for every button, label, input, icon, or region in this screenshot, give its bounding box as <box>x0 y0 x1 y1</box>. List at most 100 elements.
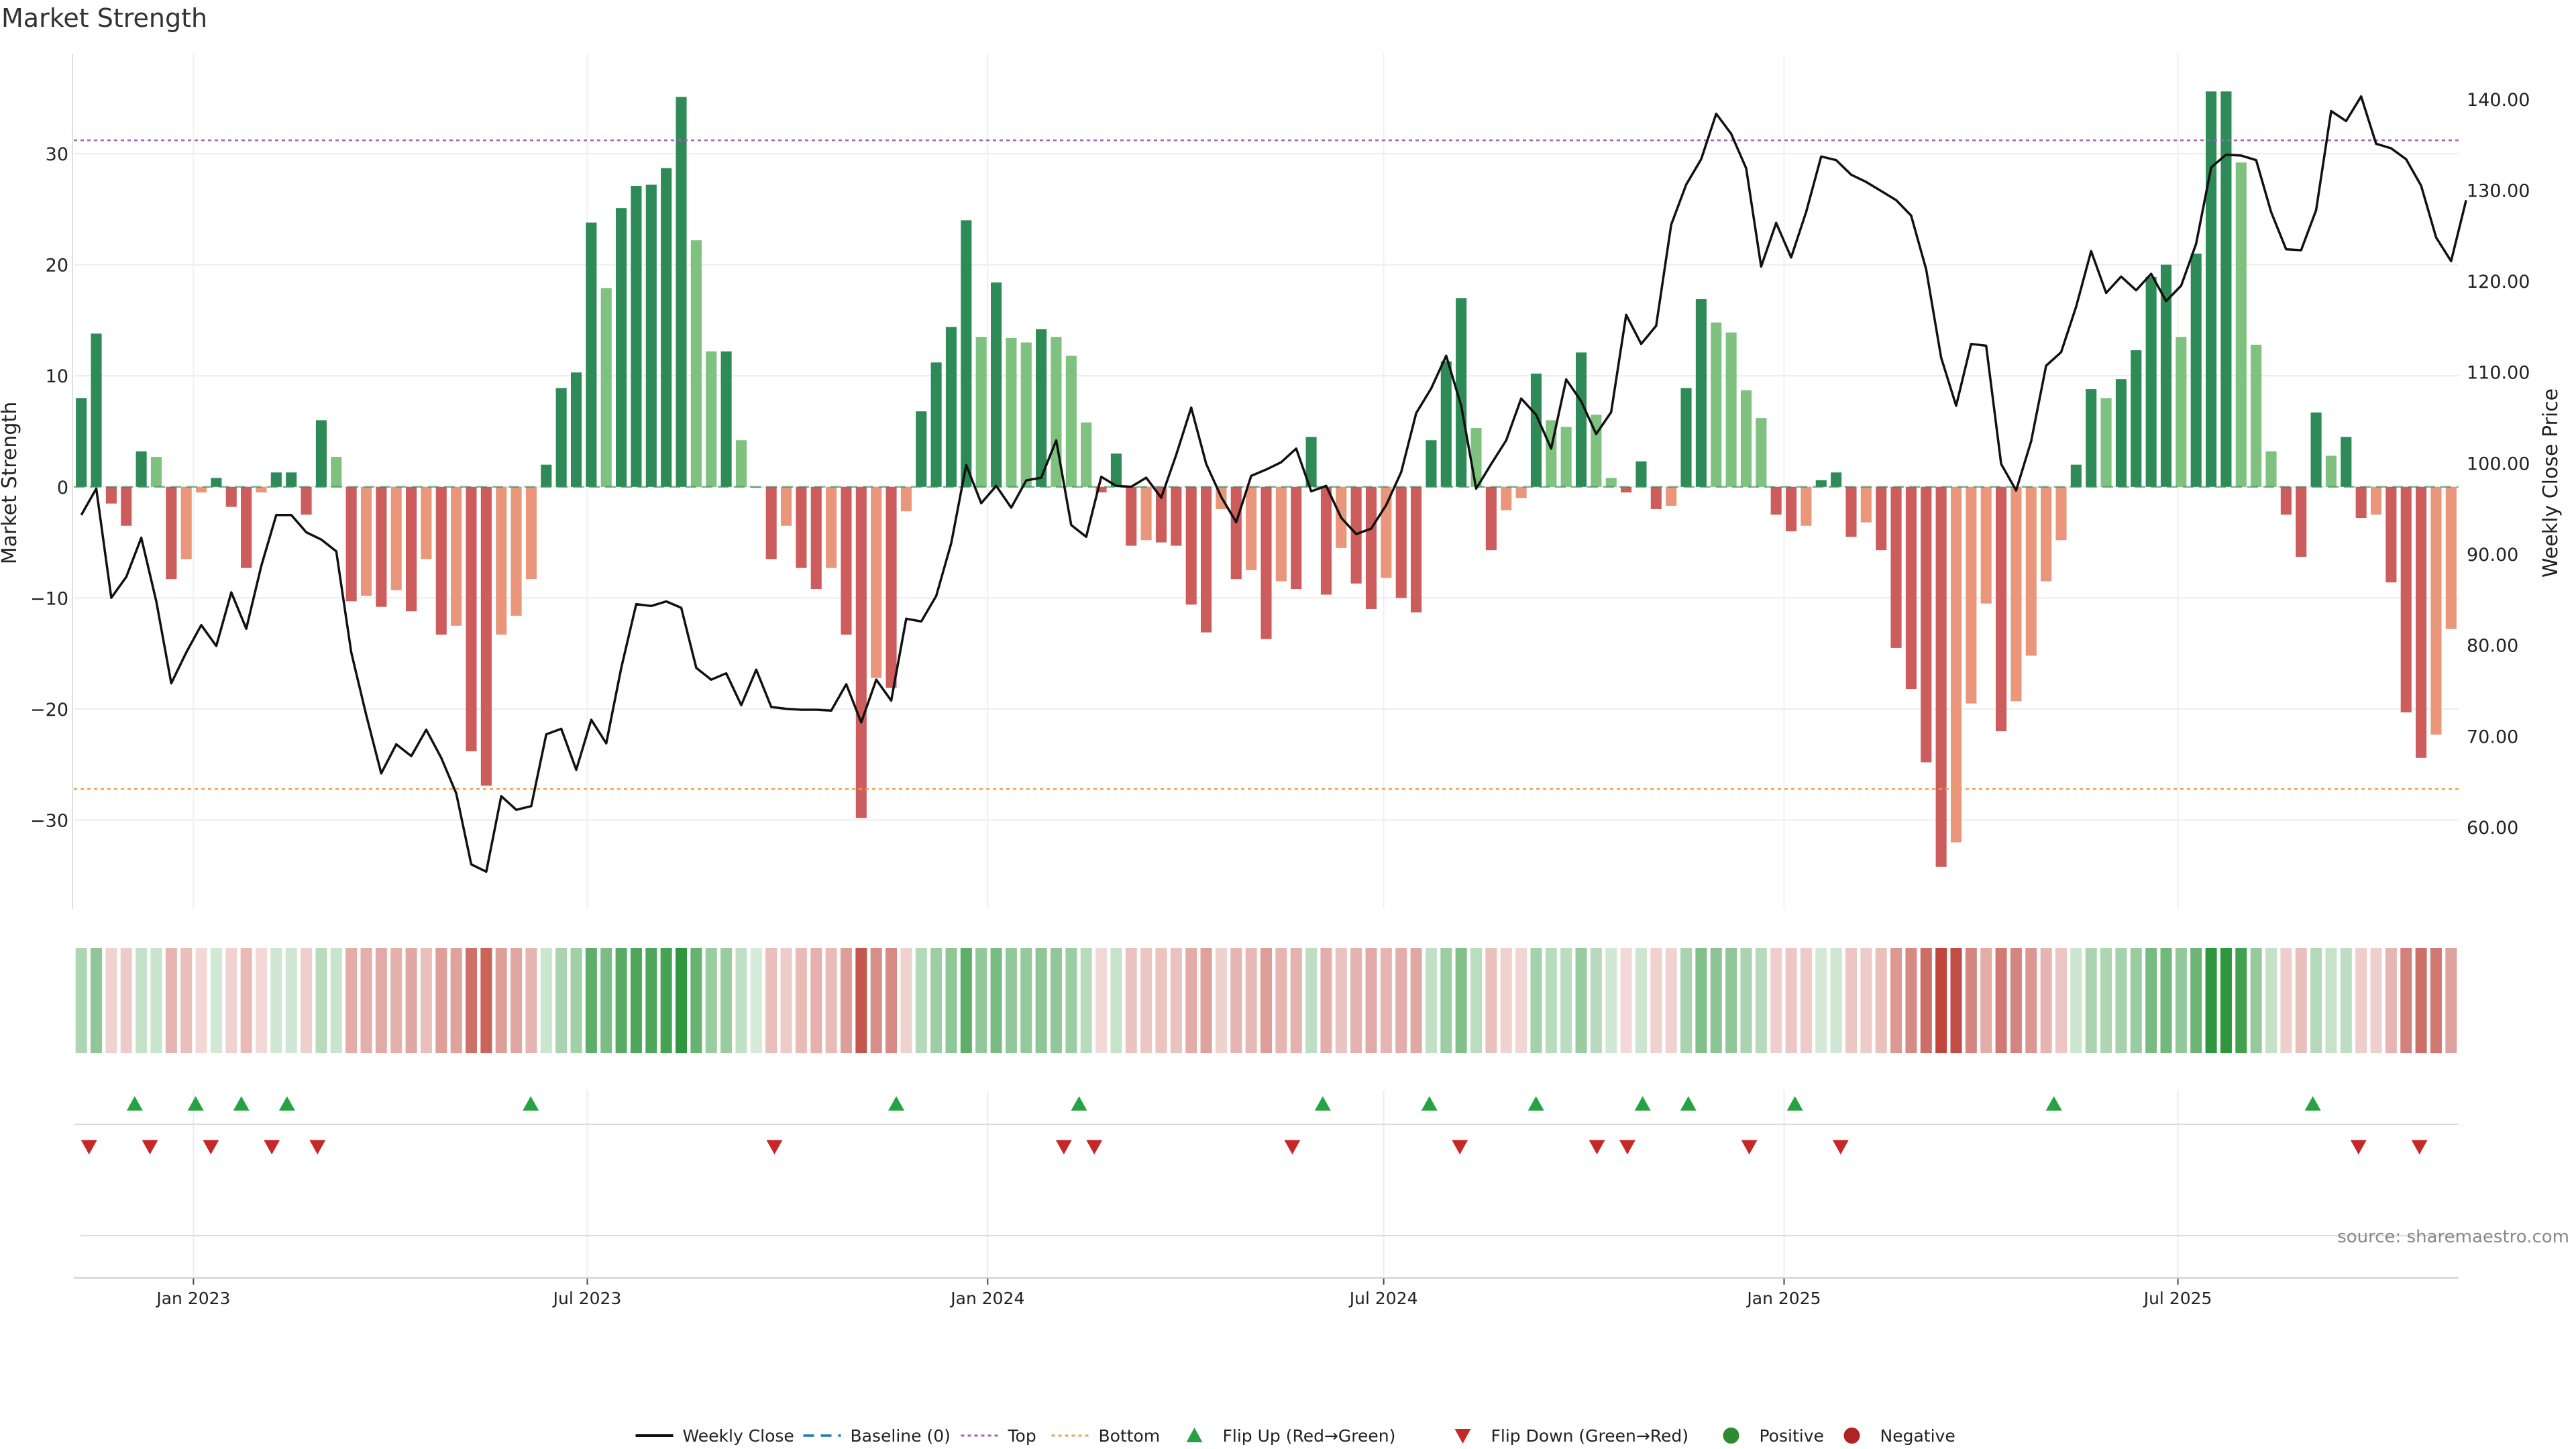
strength-bar <box>1605 478 1617 487</box>
heat-cell <box>1860 948 1872 1053</box>
heat-cell <box>1020 948 1032 1053</box>
y2-axis-label: Weekly Close Price <box>2539 388 2563 578</box>
heat-cell <box>270 948 282 1053</box>
heat-cell <box>1605 948 1617 1053</box>
strength-bar <box>1081 422 1092 487</box>
strength-bar <box>1440 361 1452 487</box>
flip-up-marker <box>1634 1096 1651 1111</box>
heat-cell <box>1425 948 1437 1053</box>
strength-bar <box>1126 486 1137 546</box>
strength-bar <box>1456 298 1467 487</box>
heat-cell <box>2445 948 2457 1053</box>
heat-cell <box>1905 948 1917 1053</box>
strength-bar <box>2416 486 2427 758</box>
strength-bar <box>2445 486 2457 629</box>
heat-cell <box>1890 948 1902 1053</box>
strength-bar <box>1725 332 1737 487</box>
strength-bar <box>166 486 177 580</box>
strength-bar <box>466 486 477 751</box>
strength-bar <box>2086 389 2097 487</box>
strength-bar <box>676 97 687 487</box>
heat-cell <box>2235 948 2247 1053</box>
strength-bar <box>1171 486 1182 546</box>
strength-bar <box>2010 486 2022 702</box>
heat-cell <box>480 948 492 1053</box>
strength-bar <box>990 282 1002 487</box>
heat-cell <box>2430 948 2442 1053</box>
heat-cell <box>960 948 972 1053</box>
strength-bar <box>150 457 162 487</box>
heat-cell <box>1095 948 1108 1053</box>
heat-cell <box>1320 948 1332 1053</box>
flip-up-marker <box>1786 1096 1803 1111</box>
flip-up-marker <box>1680 1096 1697 1111</box>
strength-bar <box>720 351 732 487</box>
strength-bar <box>765 486 777 559</box>
flip-up-marker <box>233 1096 250 1111</box>
strength-bar <box>1711 322 1722 487</box>
heat-cell <box>750 948 762 1053</box>
strength-bar <box>1950 486 1962 843</box>
flip-down-marker <box>1452 1140 1468 1155</box>
heat-cell <box>1230 948 1242 1053</box>
x-tick-label: Jan 2025 <box>1746 1289 1821 1308</box>
flip-down-marker <box>1832 1140 1849 1155</box>
x-tick-label: Jul 2024 <box>1348 1289 1418 1308</box>
heat-cell <box>690 948 702 1053</box>
strength-bar <box>2145 276 2157 487</box>
flip-down-marker <box>1589 1140 1605 1155</box>
strength-bar <box>1006 337 1017 487</box>
heat-cell <box>1920 948 1932 1053</box>
heat-cell <box>375 948 387 1053</box>
strength-bar <box>2190 254 2202 487</box>
strength-bar <box>2280 486 2292 515</box>
heat-cell <box>225 948 237 1053</box>
strength-bar <box>2355 486 2367 519</box>
strength-bar <box>1966 486 1977 704</box>
flip-up-marker <box>126 1096 143 1111</box>
strength-bar <box>885 486 897 688</box>
strength-bar <box>1020 342 1032 487</box>
y2-tick-label: 120.00 <box>2467 272 2530 292</box>
strength-bar <box>435 486 447 635</box>
y-tick-label: 30 <box>46 144 68 165</box>
heat-cell <box>1845 948 1857 1053</box>
y-tick-label: −20 <box>30 700 68 720</box>
heat-cell <box>555 948 568 1053</box>
x-tick-label: Jul 2023 <box>552 1289 622 1308</box>
heat-cell <box>435 948 447 1053</box>
strength-bar <box>2176 337 2187 487</box>
heat-cell <box>810 948 822 1053</box>
heat-cell <box>2190 948 2202 1053</box>
source-label: source: sharemaestro.com <box>2337 1227 2569 1247</box>
strength-bar <box>2325 455 2337 487</box>
flip-down-marker <box>2350 1140 2367 1155</box>
strength-bar <box>406 486 417 612</box>
y-axis-label: Market Strength <box>0 402 21 564</box>
heat-cell <box>1365 948 1377 1053</box>
strength-bar <box>1140 486 1152 541</box>
strength-bar <box>270 472 282 487</box>
strength-bar <box>1560 427 1572 487</box>
strength-bar <box>1695 299 1707 487</box>
heat-cell <box>2310 948 2322 1053</box>
heat-cell <box>1110 948 1122 1053</box>
heat-cell <box>301 948 313 1053</box>
flip-down-marker <box>142 1140 158 1155</box>
heat-cell <box>1650 948 1662 1053</box>
heat-cell <box>1740 948 1752 1053</box>
strength-heat-strip <box>75 948 2457 1053</box>
strength-bar <box>1575 352 1587 487</box>
strength-bar <box>511 486 522 616</box>
strength-bar <box>1921 486 1932 763</box>
heat-cell <box>1830 948 1842 1053</box>
heat-cell <box>945 948 957 1053</box>
heat-cell <box>1950 948 1962 1053</box>
strength-bar <box>1666 486 1677 506</box>
heat-cell <box>1500 948 1512 1053</box>
heat-cell <box>1560 948 1572 1053</box>
heat-cell <box>315 948 327 1053</box>
heat-cell <box>1140 948 1152 1053</box>
weekly-close-series <box>80 95 2467 873</box>
strength-bar <box>555 388 567 487</box>
